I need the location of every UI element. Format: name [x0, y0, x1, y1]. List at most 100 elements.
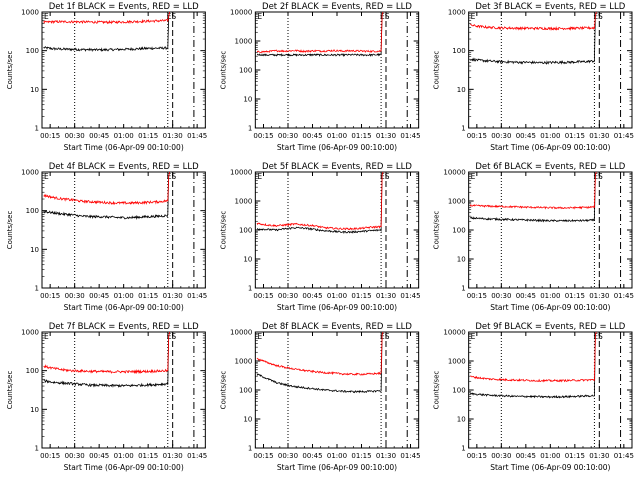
- y-tick-label: 10000: [230, 329, 252, 337]
- x-tick-label: 00:15: [253, 132, 273, 140]
- x-tick-label: 01:30: [376, 132, 396, 140]
- x-tick-label: 00:30: [491, 292, 511, 300]
- series-lld-line: [470, 331, 597, 383]
- detector-panel-6: Det 6f BLACK = Events, RED = LLD Start Ti…: [433, 162, 634, 312]
- series-events-line: [43, 11, 171, 53]
- x-tick-label: 01:00: [114, 132, 134, 140]
- y-axis-label: Counts/sec: [6, 211, 14, 250]
- x-tick-label: 01:30: [589, 452, 609, 460]
- x-axis-label: Start Time (06-Apr-09 00:10:00): [490, 303, 610, 312]
- marker-es: ES: [380, 172, 390, 181]
- y-tick-label: 10: [243, 256, 252, 264]
- x-tick-label: 00:45: [516, 292, 536, 300]
- x-tick-label: 00:30: [65, 132, 85, 140]
- panel-title: Det 4f BLACK = Events, RED = LLD: [49, 162, 199, 172]
- y-tick-label: 1000: [21, 169, 39, 177]
- series-lld-line: [43, 331, 171, 375]
- x-tick-label: 00:45: [89, 292, 109, 300]
- x-tick-label: 01:15: [565, 452, 585, 460]
- y-axis-label: Counts/sec: [6, 51, 14, 90]
- x-tick-label: 01:30: [589, 292, 609, 300]
- y-tick-label: 10: [457, 86, 466, 94]
- series-events-line: [257, 171, 384, 234]
- y-tick-label: 1: [35, 285, 39, 293]
- y-tick-label: 1: [248, 445, 252, 453]
- detector-panel-7: Det 7f BLACK = Events, RED = LLD Start Ti…: [6, 322, 207, 472]
- plot-frame: [254, 331, 420, 449]
- x-tick-label: 00:30: [65, 292, 85, 300]
- x-tick-label: 01:00: [540, 132, 560, 140]
- y-tick-label: 100: [26, 367, 39, 375]
- x-tick-label: 00:30: [278, 292, 298, 300]
- x-tick-label: 01:15: [565, 292, 585, 300]
- x-tick-label: 00:45: [89, 132, 109, 140]
- y-axis-label: Counts/sec: [433, 211, 441, 250]
- y-tick-label: 1000: [21, 329, 39, 337]
- marker-es: ES: [167, 172, 177, 181]
- panel-title: Det 5f BLACK = Events, RED = LLD: [262, 162, 412, 172]
- y-tick-label: 1000: [235, 38, 253, 46]
- x-tick-label: 01:45: [187, 452, 207, 460]
- marker-es: ES: [593, 12, 603, 21]
- x-tick-label: 01:00: [327, 292, 347, 300]
- y-tick-label: 100: [26, 47, 39, 55]
- series-lld-line: [256, 331, 384, 376]
- y-tick-label: 1: [35, 125, 39, 133]
- marker-es: ES: [380, 332, 390, 341]
- plot-frame: [254, 171, 420, 289]
- x-axis-label: Start Time (06-Apr-09 00:10:00): [490, 143, 610, 152]
- x-axis-label: Start Time (06-Apr-09 00:10:00): [490, 463, 610, 472]
- x-tick-label: 00:15: [253, 292, 273, 300]
- x-tick-label: 01:45: [614, 292, 634, 300]
- x-tick-label: 00:45: [302, 132, 322, 140]
- x-tick-label: 00:15: [467, 452, 487, 460]
- x-tick-label: 01:00: [327, 452, 347, 460]
- panel-title: Det 6f BLACK = Events, RED = LLD: [475, 162, 625, 172]
- x-tick-label: 00:45: [302, 452, 322, 460]
- marker-e: E: [257, 332, 262, 341]
- y-tick-label: 10: [30, 246, 39, 254]
- marker-e: E: [44, 332, 49, 341]
- y-tick-label: 10: [243, 96, 252, 104]
- x-tick-label: 01:45: [614, 132, 634, 140]
- x-tick-label: 00:45: [89, 452, 109, 460]
- marker-es: ES: [167, 332, 177, 341]
- marker-es: ES: [380, 12, 390, 21]
- y-tick-label: 1000: [235, 198, 253, 206]
- plot-frame: [41, 331, 206, 449]
- y-axis-label: Counts/sec: [219, 211, 227, 250]
- y-tick-label: 100: [452, 227, 465, 235]
- y-tick-label: 1: [35, 445, 39, 453]
- detector-panel-5: Det 5f BLACK = Events, RED = LLD Start Ti…: [219, 162, 420, 312]
- y-tick-label: 1: [248, 285, 252, 293]
- panel-title: Det 2f BLACK = Events, RED = LLD: [262, 2, 412, 12]
- y-tick-label: 1000: [448, 9, 466, 17]
- y-axis-label: Counts/sec: [219, 371, 227, 410]
- plot-frame: [468, 11, 633, 129]
- marker-e: E: [471, 332, 476, 341]
- y-tick-label: 100: [239, 387, 252, 395]
- x-axis-label: Start Time (06-Apr-09 00:10:00): [277, 463, 397, 472]
- y-tick-label: 1000: [448, 198, 466, 206]
- plot-frame: [468, 331, 633, 449]
- y-tick-label: 100: [239, 227, 252, 235]
- y-axis-label: Counts/sec: [6, 371, 14, 410]
- panel-title: Det 3f BLACK = Events, RED = LLD: [475, 2, 625, 12]
- x-tick-label: 01:15: [138, 292, 158, 300]
- detector-panel-9: Det 9f BLACK = Events, RED = LLD Start Ti…: [433, 322, 634, 472]
- y-tick-label: 1000: [21, 9, 39, 17]
- x-tick-label: 00:45: [516, 132, 536, 140]
- x-tick-label: 01:00: [114, 292, 134, 300]
- x-tick-label: 01:30: [376, 452, 396, 460]
- y-tick-label: 10000: [443, 329, 465, 337]
- y-axis-label: Counts/sec: [219, 51, 227, 90]
- detector-panel-1: Det 1f BLACK = Events, RED = LLD Start Ti…: [6, 2, 207, 152]
- series-events-line: [43, 331, 171, 388]
- x-tick-label: 01:00: [540, 452, 560, 460]
- y-axis-label: Counts/sec: [433, 51, 441, 90]
- marker-e: E: [257, 172, 262, 181]
- series-lld-line: [43, 171, 171, 206]
- x-tick-label: 01:00: [327, 132, 347, 140]
- y-tick-label: 10000: [443, 169, 465, 177]
